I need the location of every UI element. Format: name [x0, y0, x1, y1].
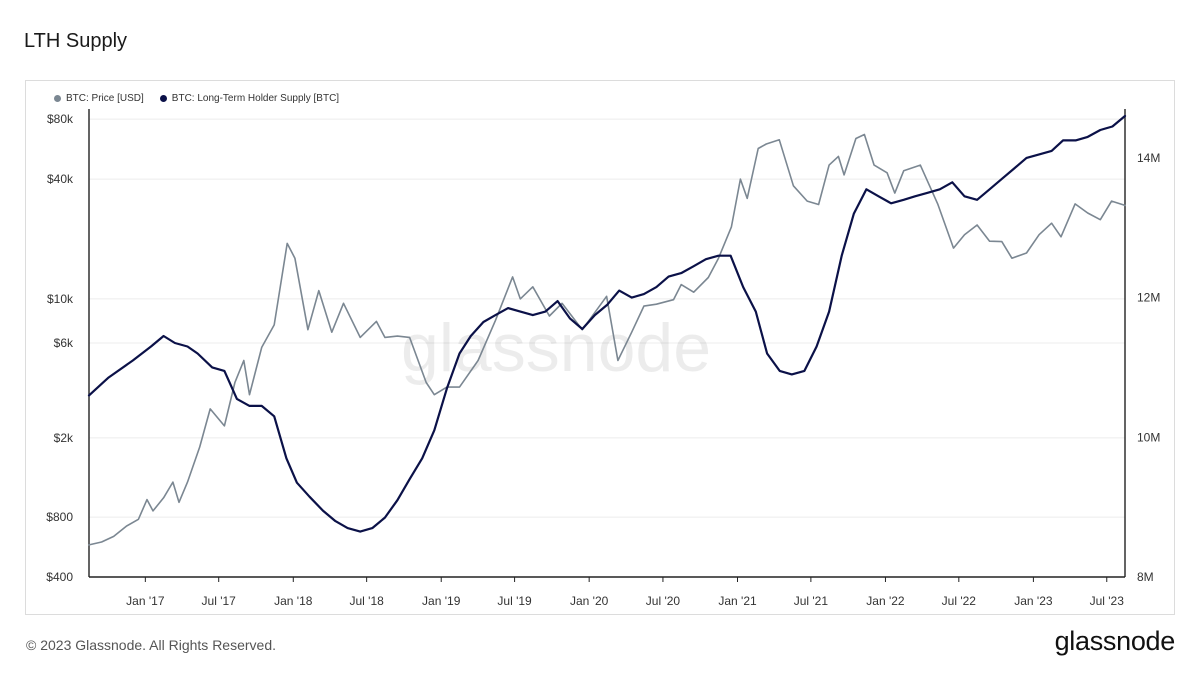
y-left-tick-label: $80k	[47, 112, 74, 126]
y-left-tick-label: $2k	[54, 431, 74, 445]
series-line-lth-supply	[87, 114, 1127, 533]
chart-panel: BTC: Price [USD] BTC: Long-Term Holder S…	[25, 80, 1175, 615]
footer-logo: glassnode	[1054, 626, 1176, 656]
watermark: glassnode	[401, 310, 711, 386]
x-tick-label: Jan '22	[866, 594, 905, 608]
y-left-tick-label: $40k	[47, 172, 74, 186]
axes	[88, 109, 1126, 582]
y-right-tick-label: 8M	[1137, 570, 1154, 584]
x-tick-label: Jan '23	[1014, 594, 1053, 608]
x-tick-label: Jan '19	[422, 594, 461, 608]
y-left-tick-label: $400	[46, 570, 73, 584]
y-left-tick-label: $10k	[47, 292, 74, 306]
x-tick-label: Jan '20	[570, 594, 609, 608]
x-tick-label: Jul '19	[497, 594, 532, 608]
x-tick-label: Jul '21	[794, 594, 829, 608]
x-axis-labels: Jan '17 Jul '17 Jan '18 Jul '18 Jan '19 Jul '…	[126, 594, 1124, 608]
x-tick-label: Jul '23	[1090, 594, 1125, 608]
series-line-price	[88, 133, 1126, 546]
series-lines	[87, 114, 1127, 546]
footer-copyright: © 2023 Glassnode. All Rights Reserved.	[26, 637, 277, 653]
legend-label-price: BTC: Price [USD]	[66, 93, 144, 104]
y-right-tick-label: 10M	[1137, 430, 1160, 444]
x-tick-label: Jan '21	[718, 594, 757, 608]
x-tick-label: Jul '20	[646, 594, 681, 608]
legend-item-supply[interactable]: BTC: Long-Term Holder Supply [BTC]	[159, 93, 340, 104]
chart-svg: glassnode $400 $800 $2k $6k $10k $40k $80k 8M 10…	[46, 109, 1160, 608]
y-axis-labels: $400 $800 $2k $6k $10k $40k $80k 8M 10M 12M 14M	[46, 112, 1160, 584]
y-left-tick-label: $6k	[54, 336, 74, 350]
y-left-tick-label: $800	[46, 510, 73, 524]
legend-label-supply: BTC: Long-Term Holder Supply [BTC]	[171, 93, 340, 104]
x-tick-label: Jan '17	[126, 594, 165, 608]
y-right-tick-label: 14M	[1137, 151, 1160, 165]
x-tick-label: Jul '18	[349, 594, 384, 608]
legend: BTC: Price [USD] BTC: Long-Term Holder S…	[54, 93, 339, 104]
x-tick-label: Jul '17	[202, 594, 237, 608]
legend-item-price[interactable]: BTC: Price [USD]	[54, 93, 144, 104]
legend-dot-supply	[159, 95, 167, 102]
legend-dot-price	[54, 95, 61, 102]
x-tick-label: Jul '22	[942, 594, 977, 608]
x-tick-label: Jan '18	[274, 594, 313, 608]
y-right-tick-label: 12M	[1137, 291, 1160, 305]
chart-title: LTH Supply	[24, 30, 128, 52]
